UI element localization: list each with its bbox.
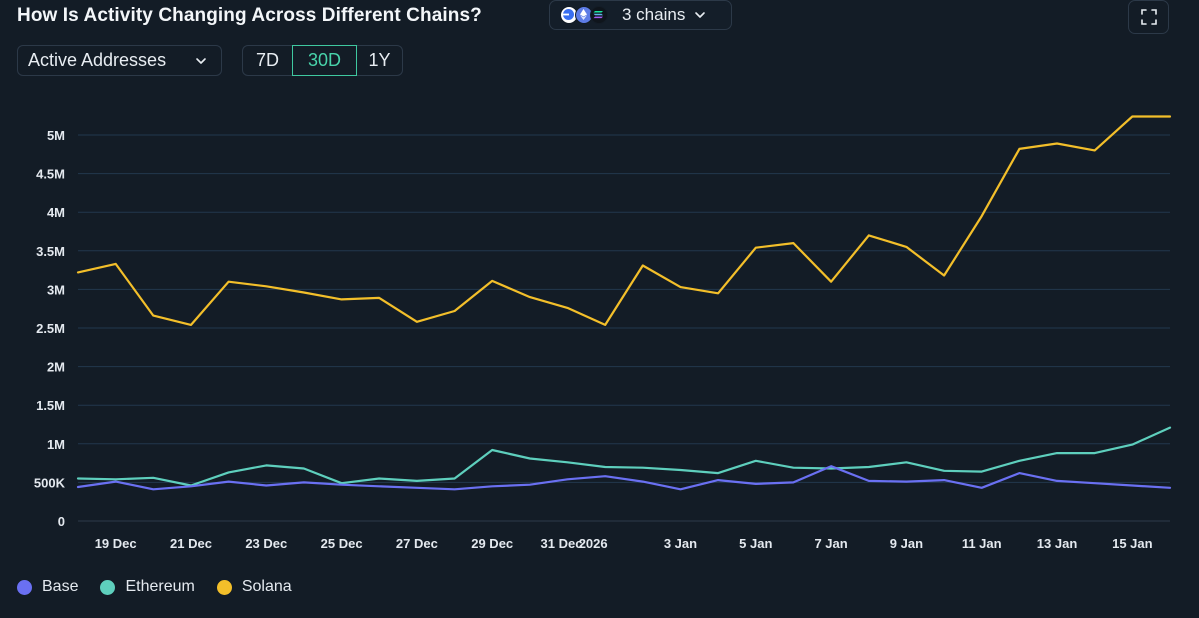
solana-logo-icon: [590, 6, 608, 24]
x-tick-label: 27 Dec: [396, 536, 438, 551]
series-line-solana: [76, 115, 1172, 326]
line-chart: 0 500K 1M 1.5M 2M 2.5M 3M 3.5M 4M 4.5M 5M 19 Dec 21 …: [34, 115, 1172, 551]
y-tick-label: 3M: [47, 282, 65, 297]
legend-label-ethereum: Ethereum: [125, 578, 195, 595]
x-tick-label: 19 Dec: [95, 536, 137, 551]
chevron-down-icon: [695, 12, 706, 18]
range-1y-button[interactable]: 1Y: [368, 50, 391, 70]
page-title: How Is Activity Changing Across Differen…: [17, 5, 482, 26]
y-tick-label: 4.5M: [36, 167, 65, 182]
y-tick-label: 2M: [47, 360, 65, 375]
x-tick-label: 13 Jan: [1037, 536, 1078, 551]
x-tick-label: 9 Jan: [890, 536, 923, 551]
x-tick-label: 7 Jan: [814, 536, 847, 551]
legend-item-ethereum[interactable]: Ethereum: [100, 578, 195, 596]
chart-legend: Base Ethereum Solana: [17, 578, 314, 596]
legend-item-solana[interactable]: Solana: [216, 578, 292, 596]
x-tick-label: 29 Dec: [471, 536, 513, 551]
x-tick-label: 11 Jan: [962, 536, 1002, 551]
x-tick-label: 5 Jan: [739, 536, 772, 551]
range-30d-button[interactable]: 30D: [292, 45, 357, 76]
x-tick-label: 31 Dec: [541, 536, 583, 551]
y-tick-label: 3.5M: [36, 244, 65, 259]
series-line-base: [76, 465, 1172, 491]
chain-selector[interactable]: 3 chains: [549, 0, 732, 30]
legend-item-base[interactable]: Base: [17, 578, 78, 596]
metric-dropdown[interactable]: Active Addresses: [17, 45, 222, 76]
legend-label-base: Base: [42, 578, 79, 595]
range-7d-button[interactable]: 7D: [255, 50, 279, 70]
series-line-ethereum: [76, 426, 1172, 487]
y-tick-label: 2.5M: [36, 321, 65, 336]
legend-swatch-base: [17, 579, 32, 595]
legend-swatch-ethereum: [100, 579, 116, 595]
x-tick-label: 3 Jan: [664, 536, 697, 551]
y-tick-label: 5M: [47, 128, 65, 143]
x-tick-label: 23 Dec: [245, 536, 287, 551]
legend-swatch-solana: [216, 579, 232, 595]
chain-logos: [560, 4, 616, 26]
expand-icon: [1140, 9, 1157, 25]
metric-dropdown-label: Active Addresses: [28, 50, 167, 70]
chevron-down-icon: [196, 57, 206, 64]
y-tick-label: 1.5M: [36, 398, 65, 413]
x-tick-label: 21 Dec: [170, 536, 212, 551]
x-tick-label: 2026: [579, 536, 608, 551]
chains-label: 3 chains: [622, 5, 686, 24]
legend-label-solana: Solana: [241, 578, 292, 595]
y-tick-label: 1M: [47, 437, 65, 452]
y-tick-label: 4M: [47, 205, 65, 220]
time-range-selector: 7D 30D 1Y: [242, 45, 403, 76]
y-tick-label: 0: [58, 514, 65, 529]
y-tick-label: 500K: [34, 475, 66, 490]
x-tick-label: 25 Dec: [321, 536, 363, 551]
x-tick-label: 15 Jan: [1112, 536, 1153, 551]
fullscreen-button[interactable]: [1128, 0, 1169, 34]
base-logo-icon: [560, 6, 578, 24]
